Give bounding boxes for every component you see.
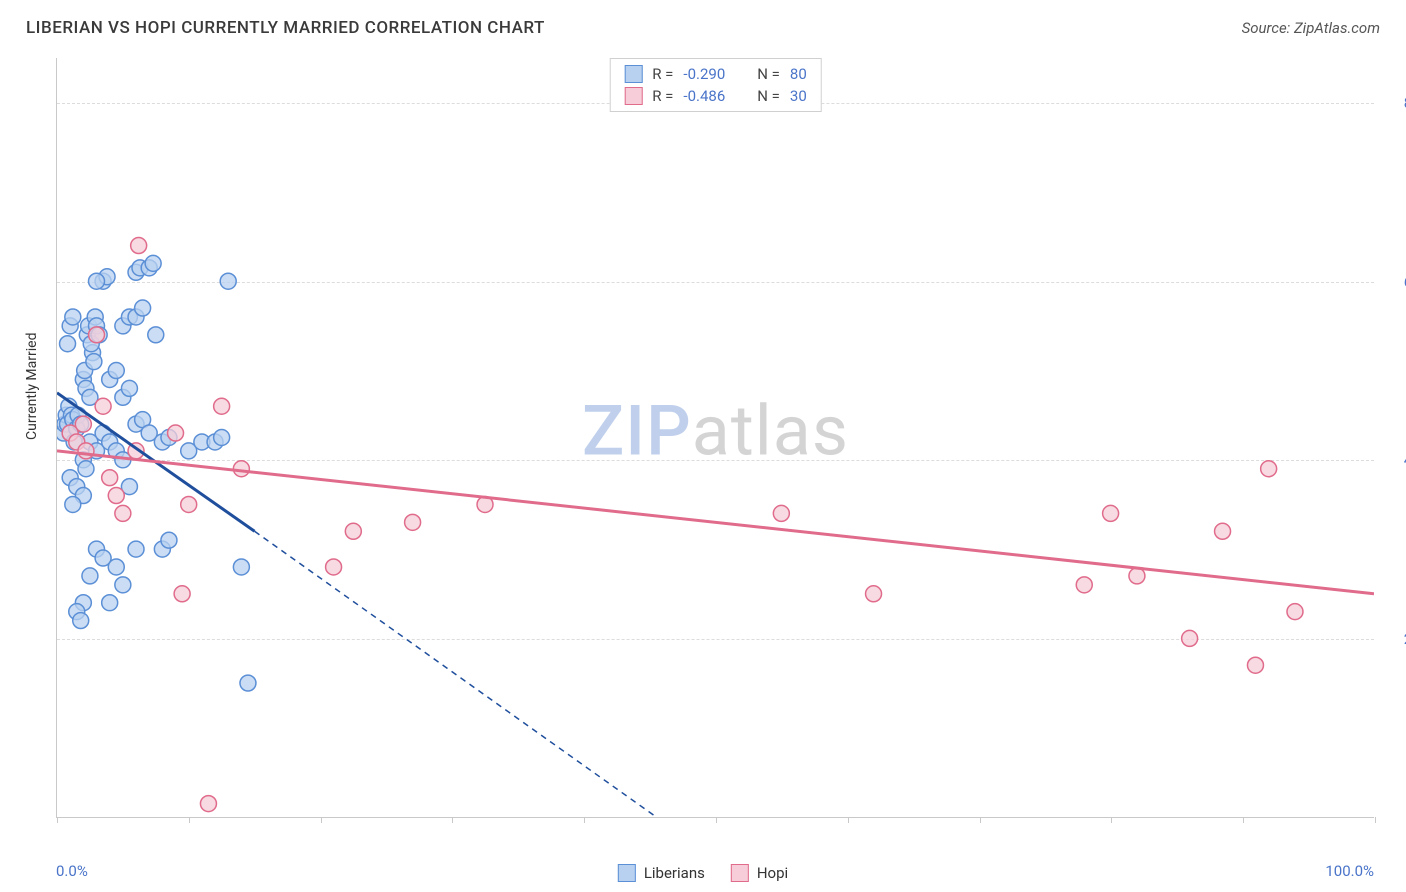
correlation-row-liberians: R = -0.290 N = 80 [624,65,807,83]
x-tick [980,817,981,823]
r-hopi: -0.486 [683,87,725,105]
y-axis-label: Currently Married [24,333,40,440]
legend-label-liberians: Liberians [644,864,705,882]
x-tick [1111,817,1112,823]
chart-header: LIBERIAN VS HOPI CURRENTLY MARRIED CORRE… [0,0,1406,48]
correlation-legend: R = -0.290 N = 80 R = -0.486 N = 30 [609,58,822,112]
x-tick [1375,817,1376,823]
y-tick-label: 20.0% [1384,630,1406,648]
swatch-hopi-bottom [731,864,749,882]
x-axis-max-label: 100.0% [1325,862,1374,880]
y-tick-label: 80.0% [1384,94,1406,112]
chart-plot-area: ZIPatlas R = -0.290 N = 80 R = -0.486 N … [56,58,1374,818]
x-tick [716,817,717,823]
scatter-svg [57,58,1374,817]
swatch-liberians [624,65,642,83]
x-axis-min-label: 0.0% [56,862,88,880]
n-liberians: 80 [790,65,807,83]
x-tick [57,817,58,823]
x-tick [452,817,453,823]
chart-title: LIBERIAN VS HOPI CURRENTLY MARRIED CORRE… [26,18,545,38]
swatch-hopi [624,87,642,105]
x-tick [189,817,190,823]
legend-item-hopi: Hopi [731,864,788,882]
chart-source: Source: ZipAtlas.com [1242,19,1380,37]
n-hopi: 30 [790,87,807,105]
y-tick-label: 60.0% [1384,273,1406,291]
x-tick [1243,817,1244,823]
x-tick [584,817,585,823]
x-tick [321,817,322,823]
r-liberians: -0.290 [683,65,725,83]
x-tick [848,817,849,823]
series-legend: Liberians Hopi [618,864,788,882]
swatch-liberians-bottom [618,864,636,882]
y-tick-label: 40.0% [1384,451,1406,469]
legend-label-hopi: Hopi [757,864,788,882]
legend-item-liberians: Liberians [618,864,705,882]
correlation-row-hopi: R = -0.486 N = 30 [624,87,807,105]
